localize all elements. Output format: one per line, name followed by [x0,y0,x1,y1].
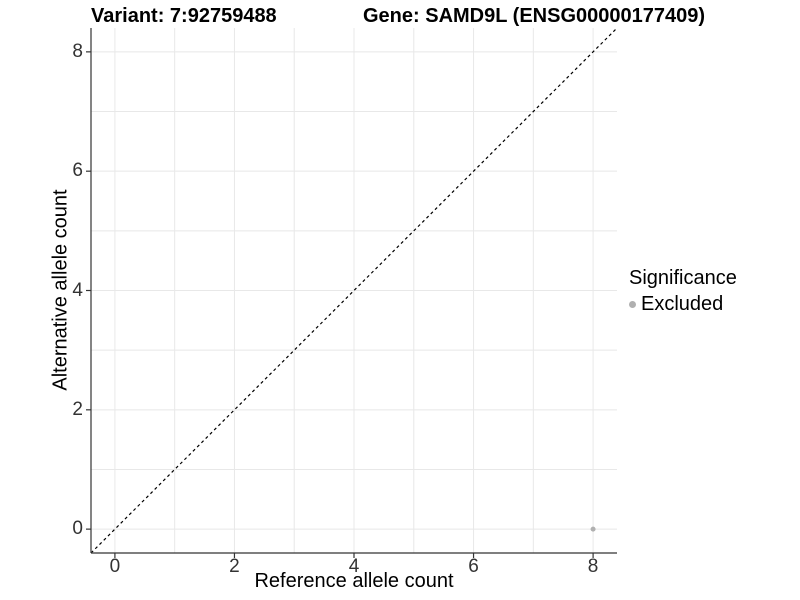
plot-title-variant: Variant: 7:92759488 [91,5,277,27]
x-tick-label: 4 [348,556,360,577]
data-point [590,526,596,532]
x-tick-label: 6 [468,556,479,577]
x-tick-label: 0 [109,556,121,577]
legend-items: Excluded [629,293,737,316]
y-tick-label: 4 [72,279,83,301]
legend-item: Excluded [629,293,737,316]
y-tick-label: 6 [72,160,83,182]
legend-key-dot-icon [629,301,636,308]
legend: Significance Excluded [629,267,737,316]
y-axis-title: Alternative allele count [49,189,72,391]
y-tick-label: 0 [72,518,83,540]
legend-title: Significance [629,267,737,289]
identity-line [90,27,618,554]
plot-title-gene: Gene: SAMD9L (ENSG00000177409) [363,5,706,27]
x-tick-label: 2 [229,556,240,577]
y-tick-label: 8 [72,40,83,62]
legend-item-label: Excluded [641,293,724,315]
x-axis-title: Reference allele count [254,570,454,592]
y-tick-label: 2 [72,398,83,420]
x-tick-label: 8 [587,556,599,577]
